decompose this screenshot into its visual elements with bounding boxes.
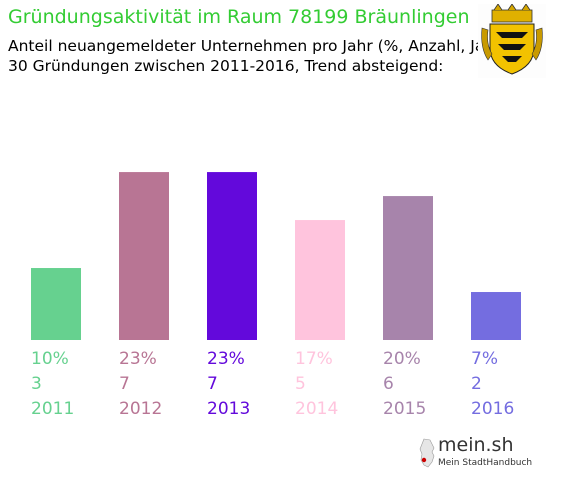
coat-of-arms-icon (478, 3, 546, 78)
count-label-2012: 7 (119, 374, 130, 394)
year-label-2016: 2016 (471, 399, 514, 419)
count-label-2015: 6 (383, 374, 394, 394)
percent-label-2011: 10% (31, 349, 69, 369)
bar-2015 (383, 196, 433, 340)
chart-title: Gründungsaktivität im Raum 78199 Bräunli… (8, 6, 470, 28)
brand-tagline: Mein StadtHandbuch (438, 458, 533, 468)
brand-logo[interactable]: mein.sh Mein StadtHandbuch (416, 434, 532, 474)
bar-2013 (207, 172, 257, 340)
year-label-2011: 2011 (31, 399, 74, 419)
percent-label-2015: 20% (383, 349, 421, 369)
percent-label-2014: 17% (295, 349, 333, 369)
chart-subtitle: Anteil neuangemeldeter Unternehmen pro J… (8, 36, 507, 76)
year-label-2013: 2013 (207, 399, 250, 419)
bar-2012 (119, 172, 169, 340)
count-label-2011: 3 (31, 374, 42, 394)
subtitle-line-1: Anteil neuangemeldeter Unternehmen pro J… (8, 37, 507, 55)
percent-label-2013: 23% (207, 349, 245, 369)
count-label-2013: 7 (207, 374, 218, 394)
bar-2016 (471, 292, 521, 340)
year-label-2015: 2015 (383, 399, 426, 419)
percent-label-2012: 23% (119, 349, 157, 369)
count-label-2016: 2 (471, 374, 482, 394)
germany-map-icon (419, 438, 435, 468)
year-label-2014: 2014 (295, 399, 338, 419)
subtitle-line-2: 30 Gründungen zwischen 2011-2016, Trend … (8, 57, 444, 75)
bar-2011 (31, 268, 81, 340)
bar-2014 (295, 220, 345, 340)
percent-label-2016: 7% (471, 349, 498, 369)
count-label-2014: 5 (295, 374, 306, 394)
year-label-2012: 2012 (119, 399, 162, 419)
brand-name: mein.sh (438, 434, 514, 456)
